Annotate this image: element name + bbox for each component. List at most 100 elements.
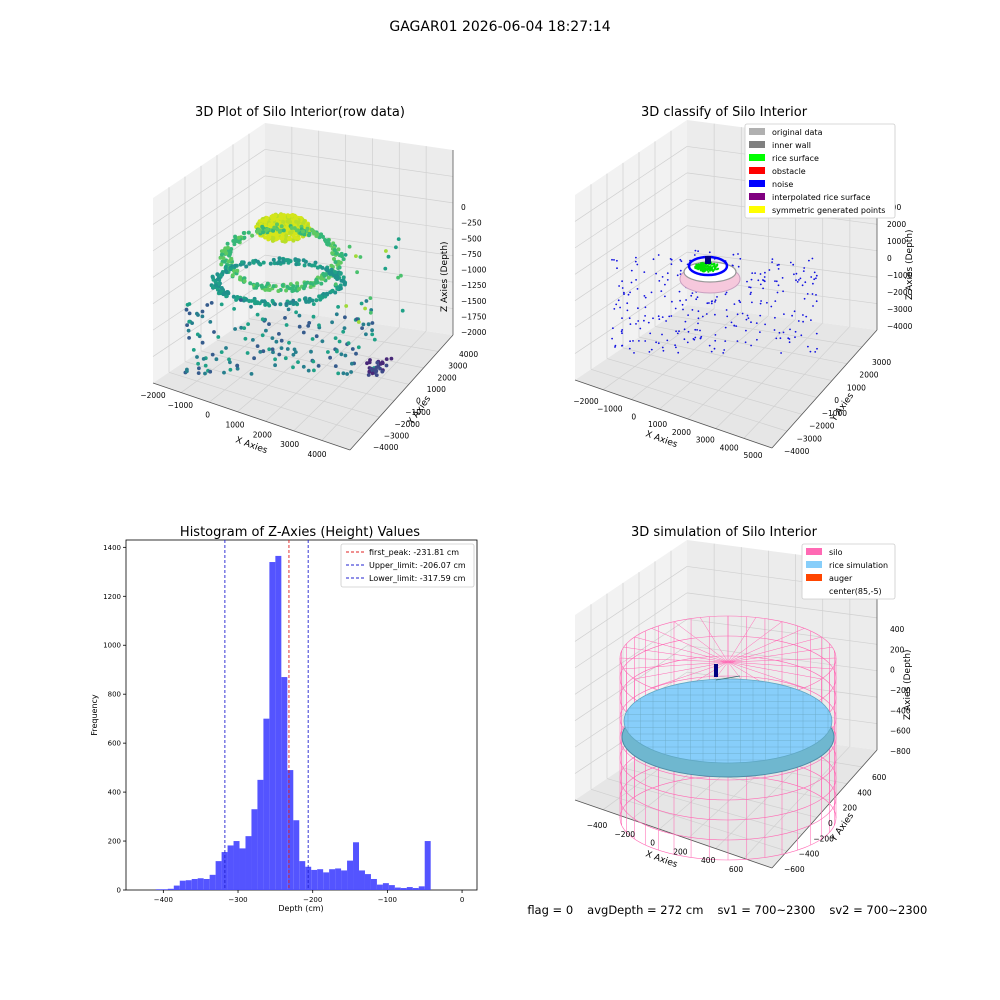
raw-data-point [242, 276, 247, 281]
raw-data-point [215, 272, 220, 277]
y-tick-label: 0 [828, 819, 833, 828]
histogram-bar [179, 880, 186, 890]
raw-data-point [270, 298, 275, 303]
raw-data-point [282, 213, 286, 218]
raw-data-point [268, 261, 273, 266]
histogram-bar [347, 860, 354, 890]
noise-point [739, 301, 742, 304]
noise-point [705, 313, 708, 315]
raw-data-point [240, 260, 244, 265]
noise-point [747, 317, 750, 319]
classify-3d-axes-box [574, 120, 878, 449]
raw-data-point [334, 251, 339, 256]
noise-point [726, 315, 729, 318]
raw-data-point [286, 236, 291, 241]
raw-data-point [360, 326, 364, 330]
raw-data-point [293, 231, 298, 236]
raw-data-point [280, 283, 285, 288]
raw-data-point [336, 305, 340, 309]
x-tick-label: −2000 [140, 391, 166, 400]
noise-point [810, 319, 812, 321]
raw-data-point [280, 235, 285, 240]
raw-data-point [195, 355, 199, 359]
raw-data-point [384, 363, 389, 368]
raw-data-point [212, 330, 216, 334]
noise-point [694, 336, 697, 339]
histogram-bar [197, 878, 204, 890]
noise-point [812, 282, 814, 285]
z-tick-label: −750 [461, 250, 482, 259]
noise-point [775, 280, 778, 283]
raw-data-point [396, 237, 401, 242]
raw-data-point [252, 356, 256, 361]
floor-grid-line [590, 368, 788, 432]
raw-data-point [292, 226, 297, 231]
x-tick-label: −200 [303, 896, 322, 904]
raw-data-point [297, 298, 302, 302]
z-tick-label: −800 [890, 747, 911, 756]
z-tick-label: −1250 [461, 281, 487, 290]
noise-point [812, 305, 814, 307]
rice-surface-point [706, 268, 709, 272]
noise-point [683, 328, 686, 331]
noise-point [774, 280, 776, 282]
raw-data-point [296, 360, 300, 364]
classify-y-label: Y Axies [829, 391, 857, 424]
floor-grid-line [743, 746, 851, 859]
raw-data-point [233, 234, 238, 239]
raw-data-point [383, 266, 388, 271]
raw-data-point [272, 261, 277, 266]
raw-data-point [314, 298, 319, 303]
noise-point [771, 258, 774, 260]
raw-data-point [292, 347, 297, 352]
z-tick-label: −250 [461, 219, 482, 228]
legend-label: first_peak: -231.81 cm [369, 548, 459, 557]
raw-data-point [263, 235, 268, 240]
raw-data-point [210, 352, 215, 357]
raw-data-point [324, 291, 329, 296]
noise-point [736, 340, 739, 342]
silo-roof-ray [651, 628, 729, 663]
floor-grid-line [659, 315, 769, 410]
noise-point [612, 327, 614, 330]
noise-point [695, 298, 698, 301]
raw-data-point [374, 365, 379, 370]
raw-data-point [295, 281, 300, 286]
raw-data-point [235, 366, 240, 371]
raw-data-point [356, 320, 361, 324]
z-tick-label: −500 [461, 234, 482, 243]
legend-label: obstacle [772, 167, 806, 176]
noise-point [792, 263, 795, 266]
noise-point [776, 264, 779, 266]
raw-data-point [291, 298, 296, 303]
x-tick-label: 3000 [696, 436, 715, 445]
legend-label: symmetric generated points [772, 206, 885, 215]
raw-data-point [333, 260, 338, 264]
x-tick-label: −100 [378, 896, 397, 904]
raw-data-point [211, 277, 216, 282]
x-tick-label: 400 [701, 856, 716, 865]
z-tick-label: −1000 [461, 266, 487, 275]
noise-point [768, 269, 771, 271]
histogram-bar [311, 869, 318, 890]
rice-surface-point [716, 263, 719, 266]
raw-data-point [400, 308, 405, 313]
noise-point [676, 332, 679, 335]
noise-point [714, 313, 716, 316]
x-tick-label: 5000 [743, 451, 762, 460]
raw-data-point [329, 289, 334, 294]
noise-point [647, 321, 650, 324]
histogram-bar [364, 874, 371, 890]
raw-data-point [343, 353, 348, 358]
noise-point [724, 340, 727, 342]
noise-point [801, 284, 804, 287]
legend-swatch [749, 167, 765, 174]
histogram-bar [299, 861, 306, 890]
raw-data-3d-plot: 3D Plot of Silo Interior(row data) −2000… [140, 105, 486, 459]
noise-point [648, 351, 651, 353]
status-line: flag = 0 avgDepth = 272 cm sv1 = 700~2300 s… [520, 889, 941, 917]
raw-data-point [228, 267, 233, 272]
x-tick-label: 1000 [225, 421, 244, 430]
raw-data-point [277, 259, 282, 264]
back-grid-line [264, 149, 454, 177]
